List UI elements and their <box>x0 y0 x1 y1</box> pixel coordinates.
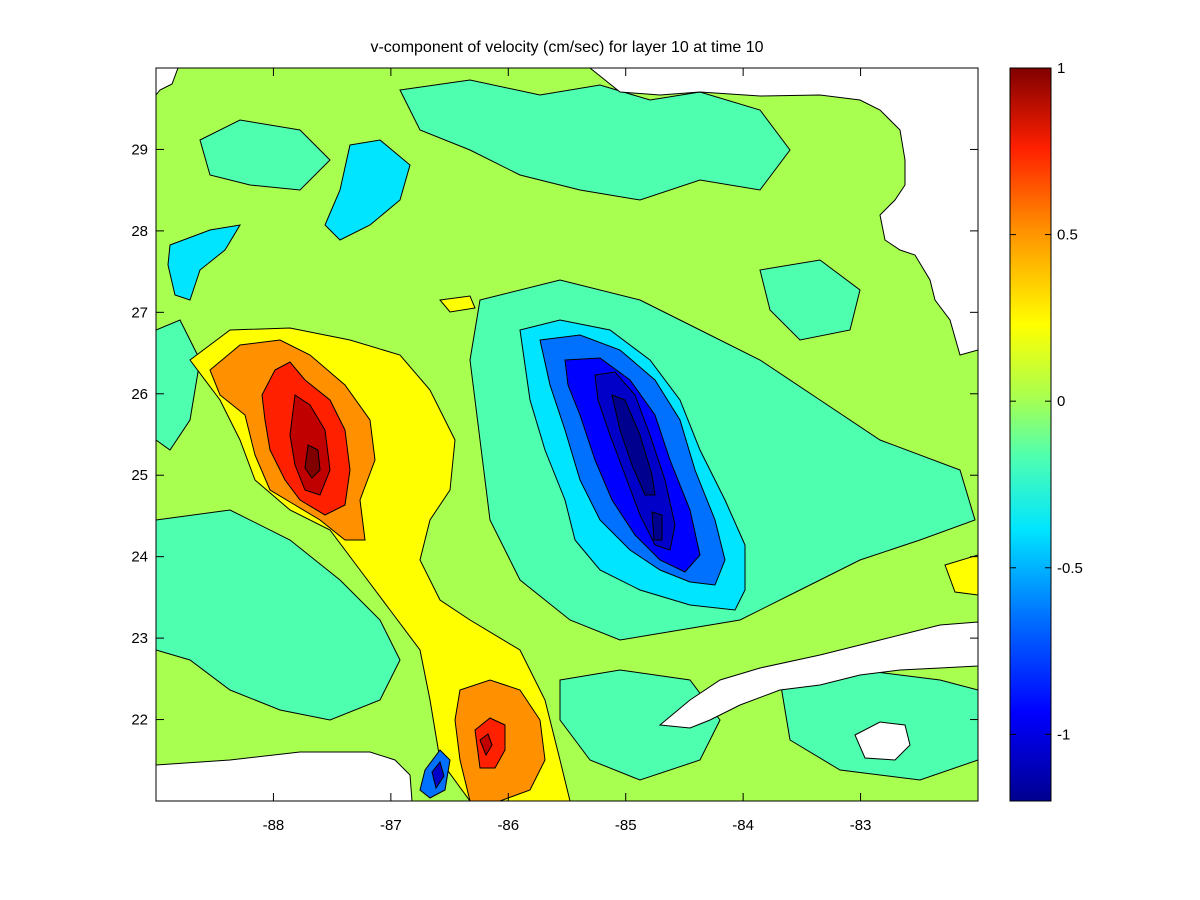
contour-neg-5 <box>651 511 663 541</box>
x-tick-label: -87 <box>380 817 402 834</box>
land-north-west <box>156 68 179 96</box>
contour-neg-small <box>156 319 201 451</box>
x-tick-label: -86 <box>497 817 519 834</box>
y-tick-label: 22 <box>131 712 148 729</box>
land-south-island <box>854 721 911 761</box>
contour-neg-5 <box>611 394 656 496</box>
x-tick-label: -85 <box>615 817 637 834</box>
y-axis: 22 23 24 25 26 27 28 29 <box>131 141 978 729</box>
y-tick-label: 24 <box>131 549 148 566</box>
x-tick-label: -83 <box>850 817 872 834</box>
contour-neg-small <box>559 669 721 781</box>
y-tick-label: 28 <box>131 223 148 240</box>
y-tick-label: 25 <box>131 467 148 484</box>
plot-area <box>156 68 978 801</box>
colorbar-axis: -1 -0.5 0 0.5 1 <box>1010 60 1083 743</box>
contour-neg-cyan <box>324 139 411 241</box>
land-south-east <box>658 621 978 729</box>
colorbar-tick-label: 0.5 <box>1057 227 1078 244</box>
y-tick-label: 26 <box>131 386 148 403</box>
contour-neg-small <box>156 509 401 721</box>
colorbar-tick-label: 0 <box>1057 393 1065 410</box>
contour-neg-small <box>759 259 861 341</box>
contour-pos-small <box>439 295 476 313</box>
land-south-west <box>156 751 413 801</box>
colorbar-tick-label: 1 <box>1057 60 1065 77</box>
x-tick-label: -84 <box>732 817 754 834</box>
plot-frame <box>155 67 979 802</box>
colorbar <box>1009 67 1052 802</box>
colorbar-tick-label: -0.5 <box>1057 560 1083 577</box>
contour-neg-small <box>199 119 331 191</box>
contour-pos-s3 <box>479 733 493 757</box>
y-tick-label: 29 <box>131 141 148 158</box>
land-north-east <box>589 68 978 356</box>
colorbar-tick-label: -1 <box>1057 726 1070 743</box>
chart-title: v-component of velocity (cm/sec) for lay… <box>370 39 763 56</box>
contour-neg-small <box>399 79 791 201</box>
contour-pos-small <box>944 554 978 596</box>
contour-neg-cyan <box>167 224 241 301</box>
contour-pos-5 <box>304 444 321 479</box>
contour-neg-s2 <box>431 760 445 790</box>
x-axis: -88 -87 -86 -85 -84 -83 <box>263 68 872 834</box>
y-tick-label: 23 <box>131 630 148 647</box>
y-tick-label: 27 <box>131 304 148 321</box>
x-tick-label: -88 <box>263 817 285 834</box>
